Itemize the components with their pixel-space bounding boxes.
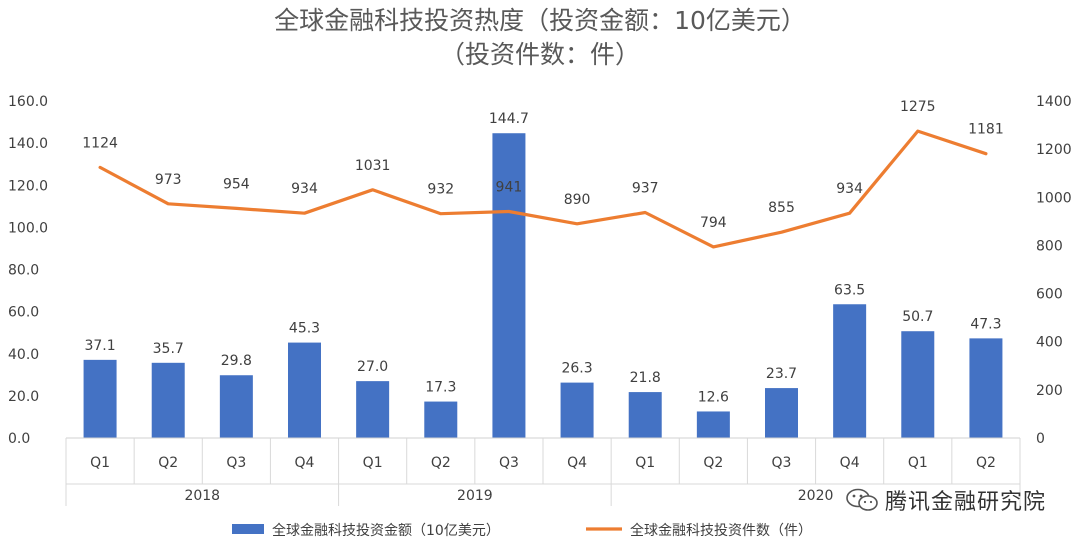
category-label: Q1 <box>635 455 655 471</box>
y-left-tick-label: 100.0 <box>8 220 48 236</box>
bar-data-label: 26.3 <box>561 361 592 377</box>
category-label: Q4 <box>567 455 587 471</box>
line-data-label: 934 <box>836 181 863 197</box>
bar-data-label: 17.3 <box>425 380 456 396</box>
bar-data-label: 144.7 <box>489 111 529 127</box>
year-label: 2019 <box>457 488 493 504</box>
line-data-label: 794 <box>700 215 727 231</box>
category-label: Q1 <box>90 455 110 471</box>
category-label: Q2 <box>703 455 723 471</box>
y-right-tick-label: 1000 <box>1036 190 1072 206</box>
category-label: Q2 <box>431 455 451 471</box>
line-data-label: 973 <box>155 172 182 188</box>
bar <box>219 375 253 438</box>
bar-data-label: 12.6 <box>698 389 729 405</box>
category-label: Q3 <box>226 455 246 471</box>
bar <box>969 338 1003 438</box>
legend-line-label: 全球金融科技投资件数（件） <box>630 522 812 539</box>
y-right-tick-label: 400 <box>1036 335 1063 351</box>
chart-title: 全球金融科技投资热度（投资金额：10亿美元） （投资件数：件） <box>0 4 1080 72</box>
y-left-tick-label: 20.0 <box>8 389 39 405</box>
y-left-tick-label: 120.0 <box>8 178 48 194</box>
line-data-label: 855 <box>768 200 795 216</box>
category-label: Q2 <box>976 455 996 471</box>
y-right-tick-label: 1400 <box>1036 94 1072 110</box>
legend-bar-swatch <box>232 524 264 534</box>
watermark-text: 腾讯金融研究院 <box>884 490 1046 515</box>
bar <box>83 359 117 438</box>
bar <box>560 382 594 438</box>
bar <box>356 381 390 438</box>
bar <box>492 133 526 438</box>
category-label: Q1 <box>908 455 928 471</box>
y-left-tick-label: 140.0 <box>8 136 48 152</box>
y-right-tick-label: 1200 <box>1036 142 1072 158</box>
bar-data-label: 21.8 <box>630 370 661 386</box>
bar <box>151 362 185 438</box>
y-left-tick-label: 0.0 <box>8 431 30 447</box>
line-data-label: 941 <box>496 179 523 195</box>
bar-data-label: 37.1 <box>84 338 115 354</box>
line-data-label: 890 <box>564 192 591 208</box>
line-data-label: 1181 <box>968 122 1004 138</box>
line-data-label: 1275 <box>900 99 936 115</box>
bar-data-label: 27.0 <box>357 359 388 375</box>
wechat-icon <box>846 488 878 511</box>
category-label: Q2 <box>158 455 178 471</box>
category-label: Q3 <box>499 455 519 471</box>
category-label: Q4 <box>295 455 315 471</box>
line-data-label: 934 <box>291 181 318 197</box>
bar <box>424 401 458 438</box>
line-data-label: 1124 <box>82 135 118 151</box>
bar-data-label: 35.7 <box>153 341 184 357</box>
legend-bar-label: 全球金融科技投资金额（10亿美元） <box>272 522 500 539</box>
y-left-tick-label: 60.0 <box>8 305 39 321</box>
line-series <box>98 129 988 249</box>
bar-data-label: 23.7 <box>766 366 797 382</box>
y-left-tick-label: 40.0 <box>8 347 39 363</box>
bar-data-label: 47.3 <box>970 316 1001 332</box>
bar-data-label: 29.8 <box>221 353 252 369</box>
line-data-label: 932 <box>427 182 454 198</box>
bar-data-label: 63.5 <box>834 282 865 298</box>
line-data-label: 937 <box>632 180 659 196</box>
y-right-tick-label: 800 <box>1036 238 1063 254</box>
category-label: Q4 <box>840 455 860 471</box>
bar-data-label: 45.3 <box>289 321 320 337</box>
bar <box>288 342 321 438</box>
y-left-tick-label: 160.0 <box>8 94 48 110</box>
year-label: 2020 <box>798 488 834 504</box>
bar <box>765 388 798 438</box>
line-data-label: 954 <box>223 176 250 192</box>
category-label: Q3 <box>772 455 792 471</box>
category-label: Q1 <box>363 455 383 471</box>
y-left-tick-label: 80.0 <box>8 263 39 279</box>
bar <box>833 304 867 438</box>
y-right-tick-label: 0 <box>1036 431 1045 447</box>
y-right-tick-label: 200 <box>1036 383 1063 399</box>
chart-title-line-1: 全球金融科技投资热度（投资金额：10亿美元） <box>274 6 806 35</box>
y-right-tick-label: 600 <box>1036 287 1063 303</box>
bar <box>628 392 662 438</box>
bar <box>901 331 935 438</box>
year-label: 2018 <box>184 488 220 504</box>
bar <box>696 411 730 438</box>
line-data-label: 1031 <box>355 158 391 174</box>
watermark: 腾讯金融研究院 <box>845 484 1046 516</box>
bar-data-label: 50.7 <box>902 309 933 325</box>
chart-title-line-2: （投资件数：件） <box>439 40 640 69</box>
